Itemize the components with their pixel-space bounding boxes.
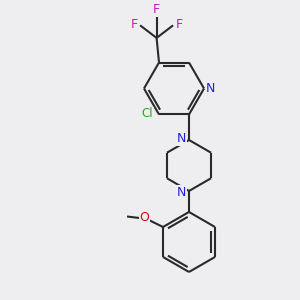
Text: Cl: Cl [142,107,153,120]
Text: N: N [177,186,187,199]
Text: N: N [206,82,215,95]
Text: N: N [177,132,187,145]
Text: F: F [130,18,138,31]
Text: F: F [153,3,160,16]
Text: O: O [140,212,149,224]
Text: F: F [176,18,183,31]
